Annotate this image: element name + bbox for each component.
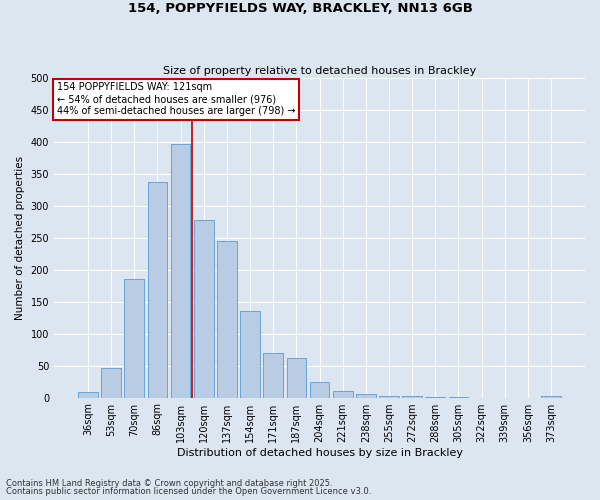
Bar — [449, 397, 468, 398]
Bar — [425, 397, 445, 398]
Bar — [263, 353, 283, 398]
Bar — [78, 392, 98, 398]
Bar — [171, 144, 190, 398]
Text: 154 POPPYFIELDS WAY: 121sqm
← 54% of detached houses are smaller (976)
44% of se: 154 POPPYFIELDS WAY: 121sqm ← 54% of det… — [56, 82, 295, 116]
Bar — [240, 311, 260, 398]
Y-axis label: Number of detached properties: Number of detached properties — [15, 156, 25, 320]
Bar — [310, 382, 329, 398]
Bar — [541, 396, 561, 398]
Title: Size of property relative to detached houses in Brackley: Size of property relative to detached ho… — [163, 66, 476, 76]
Text: Contains HM Land Registry data © Crown copyright and database right 2025.: Contains HM Land Registry data © Crown c… — [6, 478, 332, 488]
Bar — [333, 390, 353, 398]
Text: 154, POPPYFIELDS WAY, BRACKLEY, NN13 6GB: 154, POPPYFIELDS WAY, BRACKLEY, NN13 6GB — [128, 2, 472, 16]
Bar — [101, 368, 121, 398]
Bar — [379, 396, 399, 398]
Bar — [402, 396, 422, 398]
Text: Contains public sector information licensed under the Open Government Licence v3: Contains public sector information licen… — [6, 487, 371, 496]
Bar — [217, 241, 237, 398]
X-axis label: Distribution of detached houses by size in Brackley: Distribution of detached houses by size … — [176, 448, 463, 458]
Bar — [287, 358, 306, 398]
Bar — [356, 394, 376, 398]
Bar — [194, 220, 214, 398]
Bar — [124, 278, 144, 398]
Bar — [148, 182, 167, 398]
